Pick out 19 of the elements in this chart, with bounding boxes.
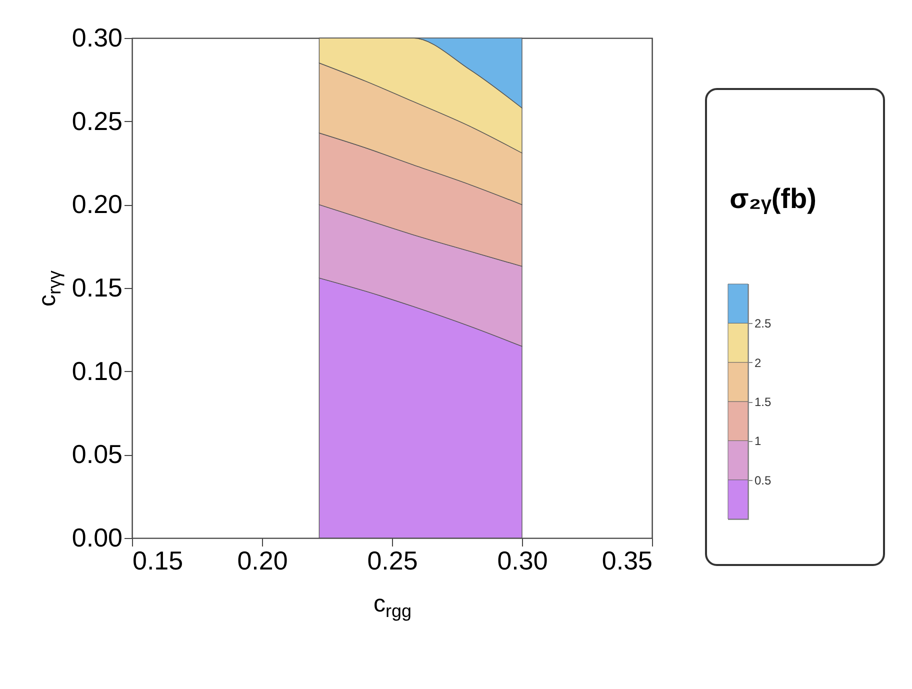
color-bar-label: 2.5 [754,316,772,331]
color-bar-title: σ₂ᵧ(fb) [730,182,816,214]
color-bar-label: 2 [754,356,762,370]
y-tick-label: 0.10 [72,356,122,386]
x-tick-label: 0.25 [367,546,418,576]
y-tick-label: 0.15 [72,272,122,302]
x-tick-label: 0.30 [497,546,548,576]
y-tick-label: 0.20 [72,189,122,220]
x-axis-title: c$_{rgg}$ [373,590,412,621]
x-tick-label: 0.15 [132,546,184,576]
x-tick-label: 0.35 [602,546,652,576]
color-bar-label: 0.5 [754,473,772,488]
y-tick-label: 0.30 [72,22,122,52]
x-tick-label: 0.20 [237,546,288,576]
color-bar-label: 1 [754,434,762,448]
y-tick-label: 0.05 [72,439,122,470]
color-bar-label: 1.5 [754,395,772,409]
y-tick-label: 0.00 [72,522,122,552]
y-tick-label: 0.25 [72,106,122,136]
